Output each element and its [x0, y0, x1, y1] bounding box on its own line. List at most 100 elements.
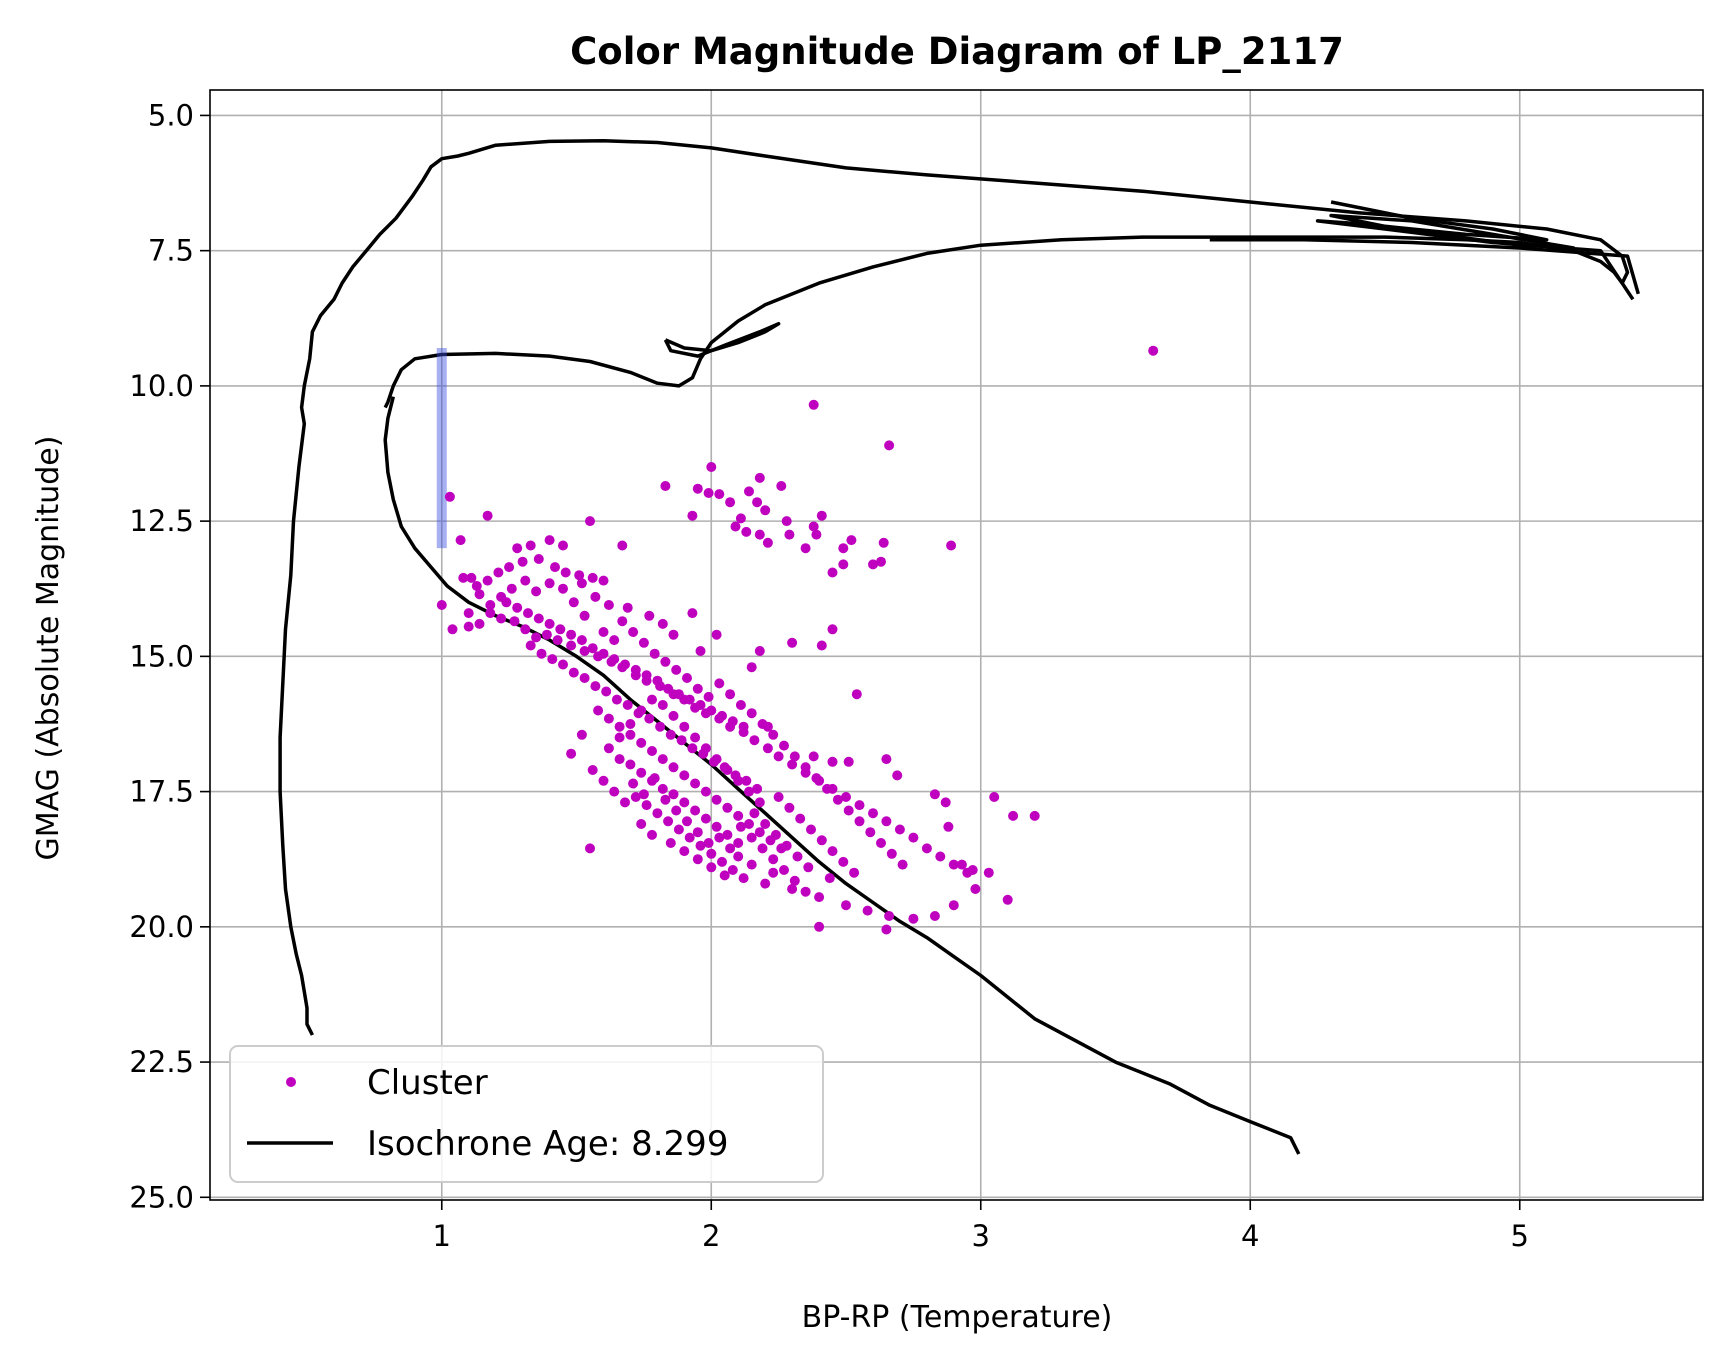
cluster-point: [644, 713, 655, 724]
cluster-point: [800, 762, 811, 773]
cluster-point: [455, 535, 466, 546]
cluster-point: [700, 786, 711, 797]
cluster-point: [754, 529, 765, 540]
cluster-point: [447, 624, 458, 635]
isochrone-segment: [1209, 238, 1640, 295]
cluster-point: [803, 862, 814, 873]
cluster-point: [657, 754, 668, 765]
cluster-point: [1002, 894, 1013, 905]
cluster-point: [816, 835, 827, 846]
cluster-point: [679, 721, 690, 732]
cluster-point: [687, 743, 698, 754]
cluster-point: [714, 832, 725, 843]
cluster-point: [523, 608, 533, 619]
cluster-point: [692, 854, 703, 865]
cluster-point: [625, 719, 636, 729]
cluster-point: [727, 865, 738, 875]
cluster-point: [636, 705, 647, 716]
cluster-point: [590, 591, 601, 602]
cluster-point: [886, 848, 897, 859]
cluster-point: [814, 921, 825, 932]
cluster-point: [851, 689, 862, 700]
cluster-point: [733, 838, 744, 848]
cluster-point: [921, 843, 932, 854]
cluster-point: [474, 618, 485, 629]
cluster-point: [687, 510, 698, 521]
cluster-point: [754, 827, 765, 838]
cluster-point: [695, 840, 706, 851]
isochrone-segment: [383, 396, 1301, 1155]
cluster-point: [956, 859, 967, 870]
cluster-point: [832, 794, 843, 805]
cluster-point: [787, 884, 798, 894]
cluster-point: [795, 813, 806, 824]
cluster-point: [706, 462, 717, 472]
cluster-point: [657, 700, 668, 710]
cluster-point: [482, 575, 493, 586]
cluster-point: [1029, 810, 1040, 821]
cluster-point: [628, 778, 639, 789]
cluster-point: [703, 488, 714, 498]
cluster-point: [695, 700, 706, 710]
cluster-point: [444, 491, 455, 502]
cluster-point: [706, 848, 717, 859]
cluster-point: [787, 637, 798, 648]
y-tick-label: 25.0: [129, 1180, 194, 1214]
cluster-point: [625, 759, 636, 770]
legend-cluster-marker: [286, 1077, 296, 1087]
cluster-point: [466, 572, 477, 583]
cluster-point: [868, 559, 878, 570]
cluster-point: [657, 783, 668, 794]
isochrone-segment: [663, 321, 781, 358]
cluster-point: [760, 505, 771, 516]
cluster-point: [894, 824, 905, 835]
y-axis-ticks: 5.0 7.5 10.0 12.5 15.0 17.5 20.0 22.5 25.0: [129, 98, 210, 1214]
cluster-point: [749, 735, 760, 746]
chart-title: Color Magnitude Diagram of LP_2117: [570, 30, 1344, 73]
cluster-point: [676, 735, 687, 746]
cluster-point: [568, 597, 579, 608]
cluster-point: [784, 529, 795, 540]
x-tick-label: 3: [972, 1219, 990, 1253]
cluster-point: [824, 873, 835, 884]
cluster-point: [603, 713, 614, 724]
cluster-point: [692, 827, 703, 838]
cluster-point: [558, 583, 568, 594]
cluster-point: [706, 705, 717, 716]
cluster-point: [512, 602, 523, 613]
cluster-point: [816, 510, 827, 521]
cluster-point: [504, 562, 515, 573]
cluster-point: [682, 673, 692, 683]
cluster-point: [868, 808, 878, 819]
cluster-point: [560, 567, 571, 578]
cluster-point: [789, 875, 800, 886]
cluster-point: [846, 535, 857, 546]
cluster-point: [881, 754, 892, 765]
cluster-point: [609, 635, 620, 646]
cluster-point: [722, 829, 733, 840]
cluster-point: [700, 813, 711, 824]
cluster-point: [735, 700, 746, 710]
cluster-point: [471, 581, 482, 591]
cluster-point: [773, 751, 784, 762]
cluster-point: [781, 840, 792, 851]
cluster-point: [717, 856, 727, 867]
cluster-point: [579, 610, 590, 621]
cluster-point: [496, 613, 507, 624]
cluster-point: [585, 516, 595, 527]
cluster-point: [749, 808, 760, 819]
y-tick-label: 7.5: [148, 234, 194, 268]
y-tick-label: 12.5: [129, 504, 194, 538]
cluster-point: [668, 789, 679, 800]
cluster-point: [735, 513, 746, 524]
cluster-point: [620, 659, 630, 670]
cluster-point: [983, 867, 994, 878]
cluster-point: [536, 648, 547, 659]
cluster-point: [838, 543, 849, 554]
cluster-point: [929, 789, 940, 800]
cluster-point: [706, 862, 717, 873]
cluster-point: [714, 489, 725, 500]
cluster-point: [628, 627, 639, 637]
cluster-point: [881, 816, 892, 827]
cluster-point: [741, 775, 752, 786]
